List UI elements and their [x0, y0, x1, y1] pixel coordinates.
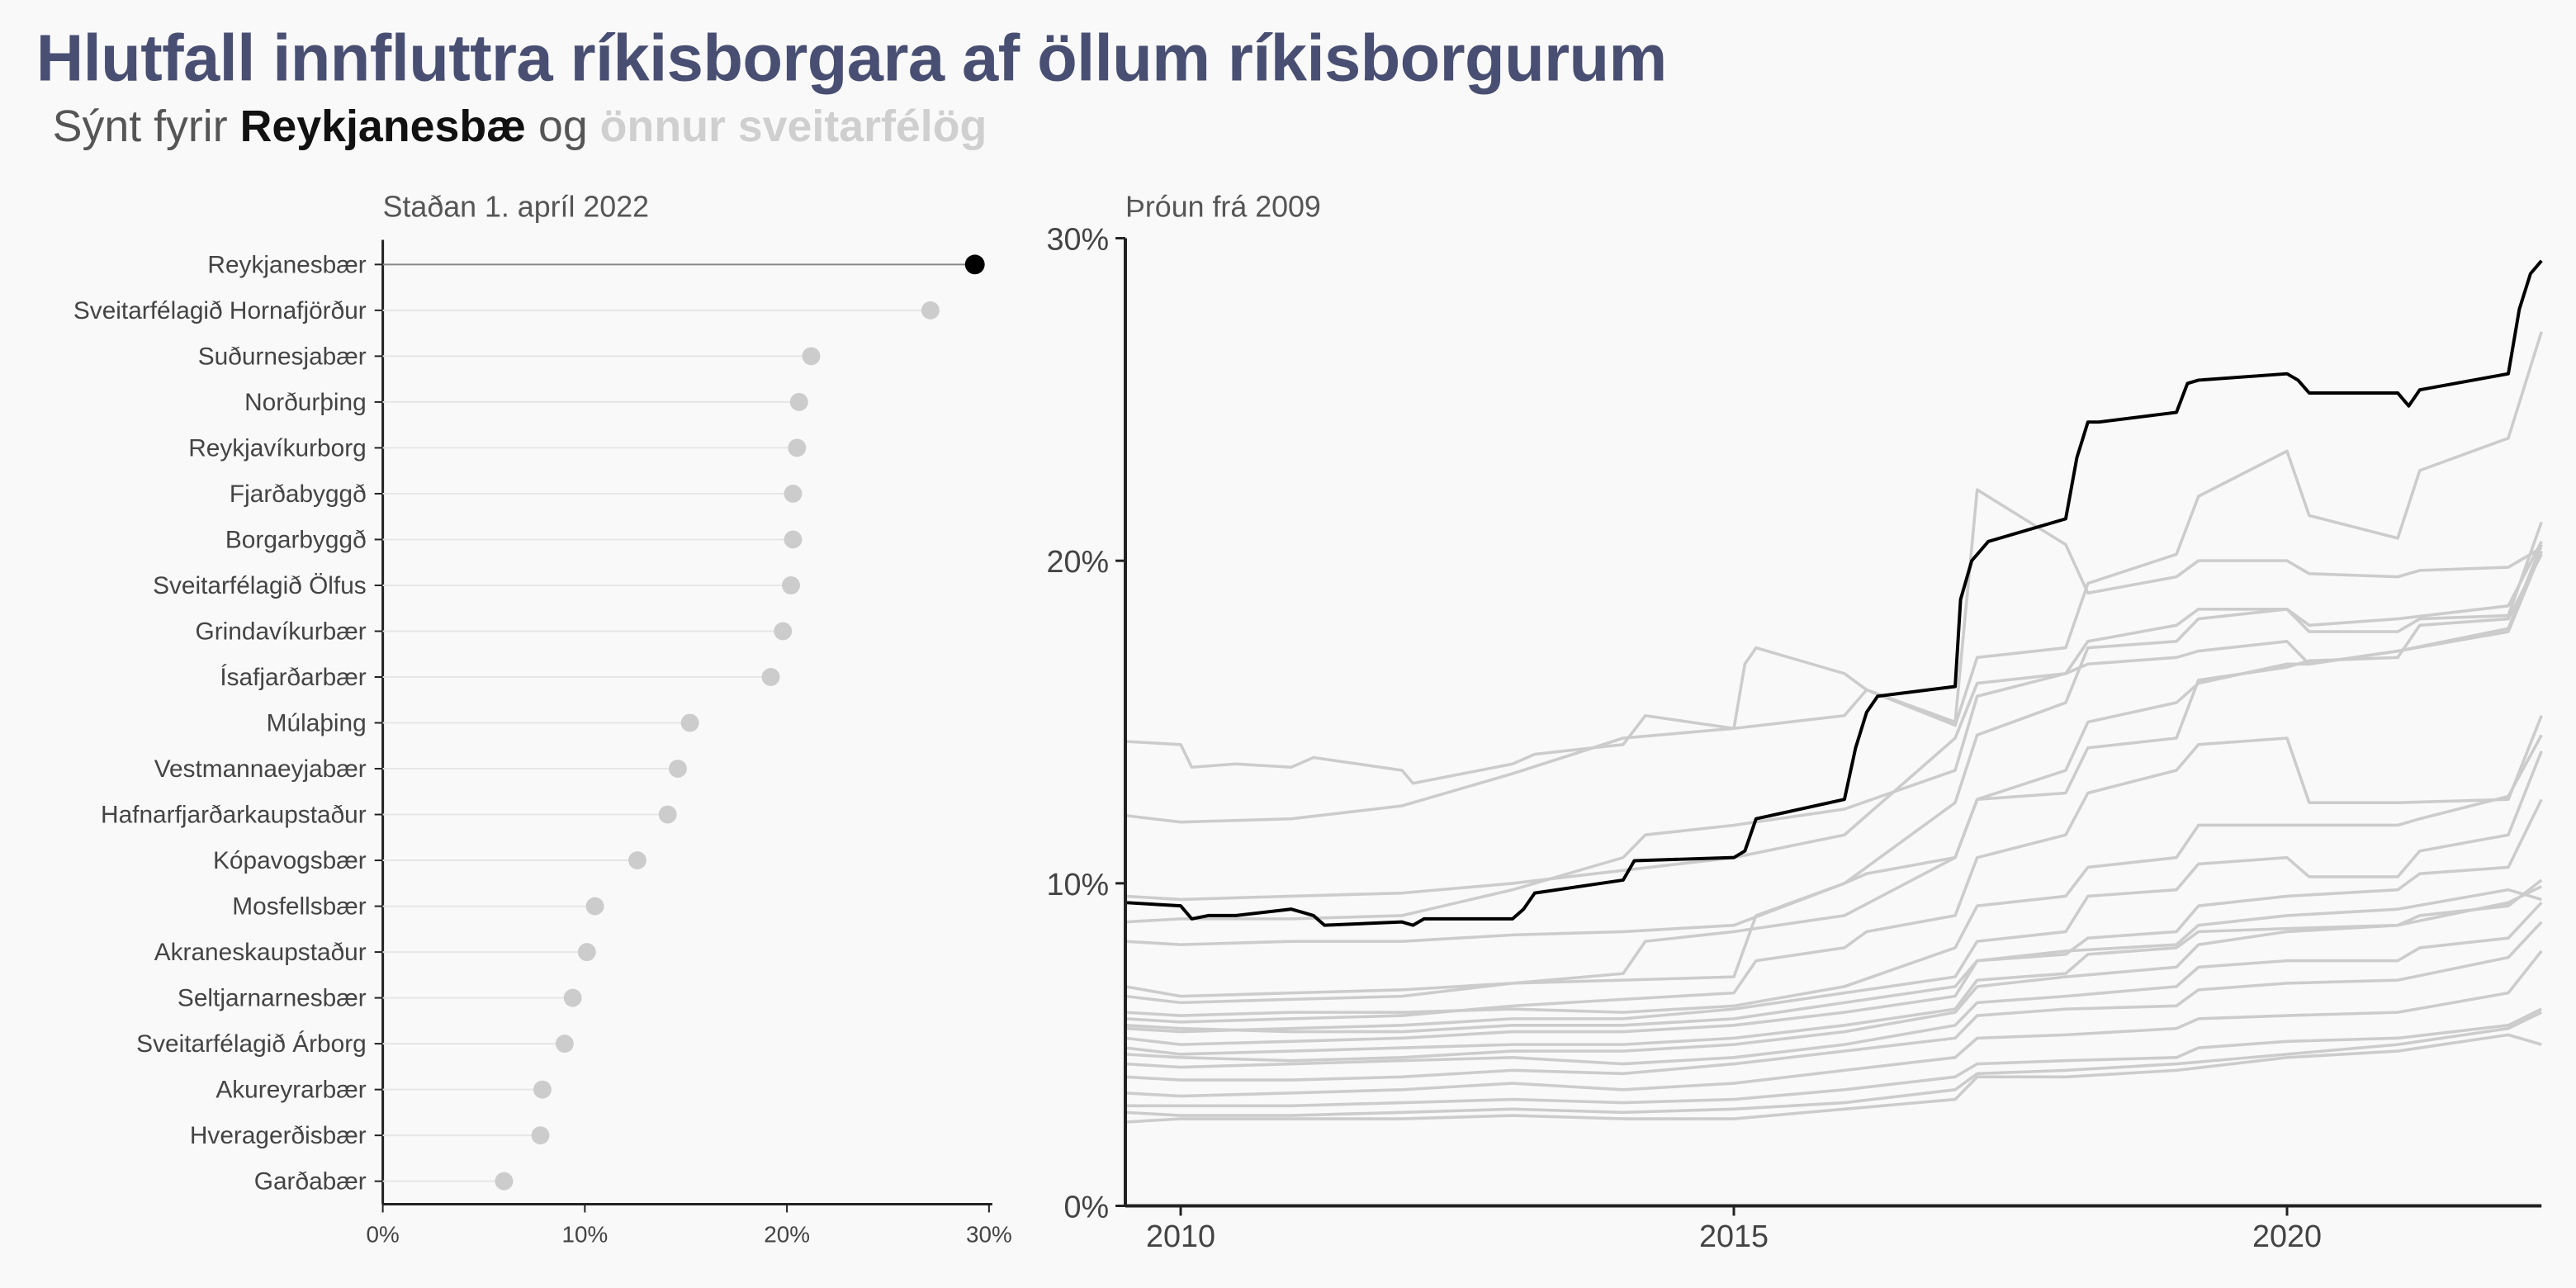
category-label: Ísafjarðarbær — [220, 664, 366, 691]
y-tick-label: 20% — [1046, 545, 1109, 580]
subtitle-muted: önnur sveitarfélög — [599, 102, 987, 152]
lollipop-dot — [563, 988, 582, 1007]
lollipop-dot — [782, 576, 800, 594]
category-label: Akureyrarbær — [215, 1077, 366, 1104]
subtitle: Sýnt fyrir Reykjanesbæ og önnur sveitarf… — [53, 102, 987, 153]
lollipop-dot — [555, 1035, 574, 1054]
subtitle-prefix: Sýnt fyrir — [52, 102, 228, 152]
lollipop-dot — [628, 851, 646, 869]
series-line-other — [1125, 1033, 2542, 1124]
y-tick-label: 10% — [1046, 868, 1109, 902]
series-line-other — [1125, 331, 2543, 824]
series-line-other — [1125, 921, 2543, 1082]
x-tick-label: 30% — [966, 1221, 1012, 1247]
lollipop-dot — [669, 760, 687, 778]
line-chart-title: Þróun frá 2009 — [1125, 191, 1321, 224]
category-label: Sveitarfélagið Árborg — [136, 1030, 367, 1058]
series-line-other — [1125, 521, 2543, 902]
category-label: Borgarbyggð — [225, 526, 367, 553]
category-label: Akraneskaupstaður — [154, 939, 367, 966]
subtitle-middle: og — [537, 102, 588, 152]
series-line-other — [1125, 734, 2543, 1017]
series-line-highlight — [1125, 259, 2543, 927]
line-chart: Þróun frá 2009 0% 10% 20% 30% 2010 2015 2020 — [1046, 191, 2543, 1254]
category-label: Norðurþing — [244, 389, 367, 416]
category-label: Hafnarfjarðarkaupstaður — [101, 801, 367, 828]
category-label: Vestmannaeyjabær — [154, 755, 367, 783]
series-line-other — [1125, 885, 2542, 1063]
x-tick-label: 2015 — [1699, 1219, 1769, 1254]
category-label: Fjarðabyggð — [230, 481, 367, 508]
series-line-other — [1125, 751, 2543, 1034]
lollipop-dot — [585, 897, 604, 916]
lollipop-dot — [495, 1172, 514, 1191]
category-label: Reykjavíkurborg — [188, 434, 367, 462]
x-tick-label: 20% — [764, 1221, 810, 1247]
x-tick-label: 0% — [366, 1221, 399, 1247]
lollipop-dot — [789, 392, 808, 411]
category-label: Múlaþing — [267, 709, 367, 736]
lollipop-dot — [658, 805, 677, 824]
category-label: Hveragerðisbær — [190, 1122, 367, 1149]
series-line-other — [1125, 488, 2543, 785]
lollipop-dot — [533, 1080, 552, 1099]
lollipop-dot — [577, 943, 596, 962]
lollipop-chart-title: Staðan 1. apríl 2022 — [383, 191, 649, 224]
lollipop-dot-highlight — [964, 254, 985, 275]
series-line-other — [1125, 550, 2543, 1005]
series-line-other — [1125, 949, 2543, 1098]
x-tick-label: 2010 — [1146, 1219, 1215, 1254]
lollipop-dot — [784, 484, 803, 503]
series-line-other — [1125, 888, 2542, 1034]
category-label: Garðabær — [254, 1168, 367, 1196]
series-line-other — [1125, 541, 2543, 946]
series-line-other — [1125, 543, 2543, 924]
lollipop-chart: Staðan 1. apríl 2022 0% 10% 20% 30% Reykjane… — [73, 191, 1012, 1248]
series-line-other — [1125, 553, 2543, 998]
lollipop-dot — [761, 668, 780, 686]
series-line-other — [1125, 1011, 2542, 1117]
category-label: Sveitarfélagið Ölfus — [153, 572, 367, 599]
lollipop-dot — [774, 622, 793, 641]
page-title: Hlutfall innfluttra ríkisborgara af öllu… — [36, 22, 1668, 96]
category-label: Kópavogsbær — [213, 847, 367, 874]
series-line-other — [1125, 1007, 2543, 1108]
series-line-other — [1125, 901, 2543, 1069]
x-tick-label: 2020 — [2252, 1219, 2322, 1254]
x-tick-label: 10% — [562, 1221, 608, 1247]
category-label: Seltjarnarnesbær — [178, 985, 367, 1012]
subtitle-highlight: Reykjanesbæ — [239, 102, 526, 152]
lollipop-dot — [921, 301, 940, 320]
category-label: Sveitarfélagið Hornafjörður — [73, 297, 367, 324]
lollipop-dot — [788, 438, 807, 457]
y-tick-label: 0% — [1063, 1190, 1109, 1224]
y-tick-label: 30% — [1046, 222, 1109, 257]
category-label: Suðurnesjabær — [198, 343, 367, 370]
lollipop-dot — [531, 1126, 550, 1145]
lollipop-dot — [680, 713, 699, 732]
category-label: Grindavíkurbær — [196, 618, 367, 645]
category-label: Reykjanesbær — [207, 251, 366, 278]
lollipop-dot — [802, 347, 821, 366]
category-label: Mosfellsbær — [232, 893, 367, 921]
lollipop-dot — [784, 530, 803, 549]
